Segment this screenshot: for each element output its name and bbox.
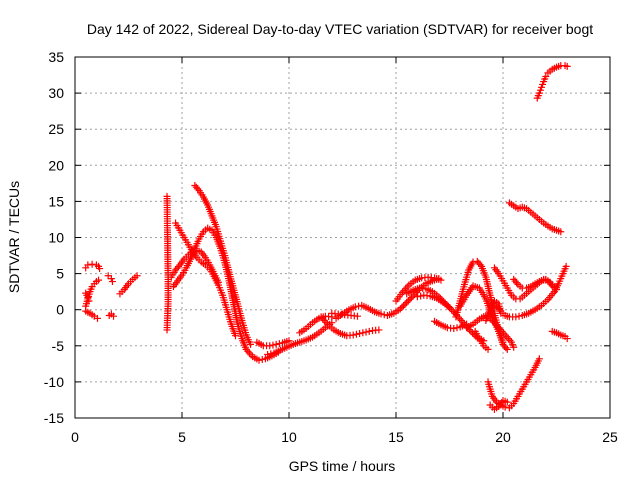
x-tick-label: 15 (388, 429, 404, 445)
data-point (214, 278, 222, 286)
data-point (96, 265, 104, 273)
data-point-fill (269, 341, 277, 349)
data-point-fill (174, 263, 182, 271)
axis-ticks: 0 5 10 15 20 25 -15 -10 -5 0 5 10 15 20 25 30 35 (44, 49, 618, 445)
data-point-fill (399, 302, 407, 310)
y-tick-label: -10 (44, 374, 64, 390)
data-point-fill (515, 312, 523, 320)
data-point-fill (398, 303, 406, 311)
data-point (133, 272, 141, 280)
data-point (535, 355, 543, 363)
data-point (246, 340, 254, 348)
data-point (450, 324, 458, 332)
y-tick-label: 35 (48, 49, 64, 65)
data-point-fill (453, 324, 461, 332)
data-point (272, 340, 280, 348)
data-point (503, 398, 511, 406)
data-point-fill (406, 295, 414, 303)
grid-lines (75, 57, 610, 418)
y-axis-label: SDTVAR / TECUs (6, 181, 22, 293)
data-point (377, 310, 385, 318)
data-point (93, 314, 101, 322)
data-point-fill (504, 335, 512, 343)
data-point (349, 331, 357, 339)
data-point (266, 342, 274, 350)
data-point (351, 303, 359, 311)
data-point-fill (258, 356, 266, 364)
data-point (553, 285, 560, 293)
data-point-fill (503, 333, 511, 341)
data-point (264, 350, 272, 358)
x-tick-label: 0 (71, 429, 79, 445)
data-point-fill (417, 292, 425, 300)
data-point-fill (365, 327, 373, 335)
data-point-fill (359, 329, 367, 337)
data-point (562, 262, 570, 270)
data-point-fill (404, 297, 412, 305)
data-point (353, 312, 361, 320)
data-point (84, 261, 92, 269)
data-point-fill (403, 283, 411, 291)
data-point (88, 260, 96, 268)
data-point (542, 72, 550, 80)
data-point (189, 247, 197, 255)
y-tick-label: 5 (56, 266, 64, 282)
chart-title: Day 142 of 2022, Sidereal Day-to-day VTE… (87, 21, 593, 37)
x-tick-label: 20 (495, 429, 511, 445)
data-point (563, 335, 571, 343)
data-points (82, 62, 571, 413)
data-point-fill (401, 300, 409, 308)
y-tick-label: 30 (48, 85, 64, 101)
data-point (85, 297, 93, 305)
data-point-fill (502, 344, 510, 352)
data-point (437, 276, 445, 284)
data-point (413, 293, 421, 301)
x-axis-label: GPS time / hours (289, 458, 396, 474)
data-point-fill (457, 317, 465, 325)
data-point-fill (245, 349, 253, 357)
data-point-fill (352, 330, 360, 338)
data-point (95, 276, 103, 284)
data-point (563, 62, 571, 70)
data-point-fill (476, 261, 484, 269)
data-point (557, 228, 565, 236)
data-point (510, 343, 518, 351)
data-point (163, 326, 171, 334)
data-point-fill (408, 294, 416, 302)
data-point-fill (194, 185, 202, 193)
data-point (232, 332, 239, 340)
data-point (84, 293, 92, 301)
y-tick-label: 15 (48, 193, 64, 209)
data-point (512, 313, 520, 321)
data-point-fill (547, 280, 555, 288)
data-point-fill (495, 305, 503, 313)
data-point (356, 330, 364, 338)
data-point (403, 298, 411, 306)
x-tick-label: 25 (602, 429, 618, 445)
data-point (503, 345, 511, 353)
x-tick-label: 10 (281, 429, 297, 445)
y-tick-label: 0 (56, 302, 64, 318)
data-point (375, 326, 383, 334)
y-tick-label: -15 (44, 410, 64, 426)
data-point (446, 304, 453, 312)
data-point (362, 328, 370, 336)
data-point (499, 338, 507, 346)
y-tick-label: -5 (52, 338, 65, 354)
data-point-fill (267, 350, 275, 358)
y-tick-label: 10 (48, 230, 64, 246)
data-point (396, 305, 404, 313)
data-point (108, 278, 116, 286)
data-point (255, 356, 263, 364)
data-point-fill (456, 315, 464, 323)
data-point-fill (275, 340, 283, 348)
data-point (484, 345, 492, 353)
x-tick-label: 5 (178, 429, 186, 445)
data-point-fill (513, 279, 521, 287)
y-tick-label: 20 (48, 157, 64, 173)
y-tick-label: 25 (48, 121, 64, 137)
data-point (469, 258, 477, 266)
data-point (110, 312, 118, 320)
